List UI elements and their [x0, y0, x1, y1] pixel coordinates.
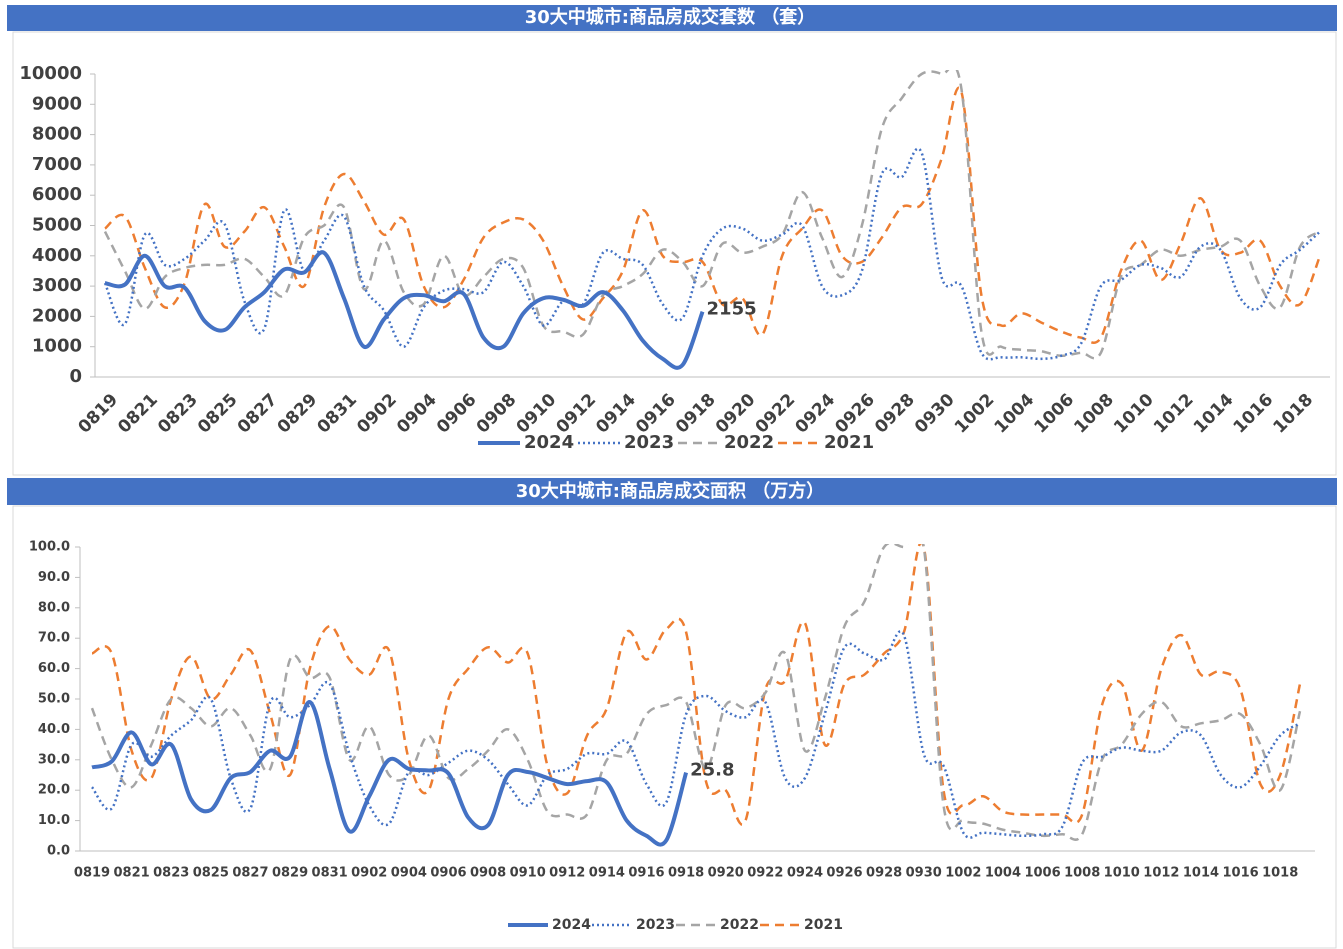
x-tick-label: 0908: [470, 866, 506, 881]
x-tick-label: 0930: [906, 866, 942, 881]
legend-label: 2024: [552, 917, 591, 933]
x-tick-label: 1010: [1104, 866, 1140, 881]
x-tick-label: 0819: [74, 866, 110, 881]
y-tick-label: 80.0: [38, 600, 70, 615]
x-tick-label: 0906: [430, 866, 466, 881]
y-tick-label: 1000: [32, 336, 82, 357]
y-tick-label: 8000: [32, 124, 82, 145]
x-tick-label: 1002: [945, 866, 981, 881]
y-tick-label: 4000: [32, 245, 82, 266]
y-tick-label: 0: [69, 366, 82, 387]
x-tick-label: 1012: [1143, 866, 1179, 881]
y-tick-label: 2000: [32, 305, 82, 326]
plot-area: [90, 544, 1302, 847]
x-tick-label: 1008: [1064, 866, 1100, 881]
series-line: [104, 86, 1322, 344]
x-tick-label: 0926: [826, 866, 862, 881]
chart-title: 30大中城市:商品房成交面积 （万方）: [516, 480, 825, 502]
legend-label: 2021: [804, 917, 843, 933]
y-tick-label: 100.0: [29, 540, 70, 555]
x-tick-label: 0922: [747, 866, 783, 881]
y-tick-label: 10.0: [38, 813, 70, 828]
y-tick-label: 70.0: [38, 631, 70, 646]
title-bar: [7, 5, 1337, 31]
y-tick-label: 6000: [32, 184, 82, 205]
x-tick-label: 0916: [628, 866, 664, 881]
x-tick-label: 0928: [866, 866, 902, 881]
x-tick-label: 1018: [1262, 866, 1298, 881]
x-tick-label: 0914: [589, 866, 625, 881]
x-tick-label: 1016: [1222, 866, 1258, 881]
plot-area: [103, 70, 1322, 370]
y-tick-label: 40.0: [38, 722, 70, 737]
x-tick-label: 0823: [153, 866, 189, 881]
x-tick-label: 0904: [391, 866, 427, 881]
x-tick-label: 0827: [232, 866, 268, 881]
y-tick-label: 10000: [19, 63, 82, 84]
x-tick-label: 0912: [549, 866, 585, 881]
y-tick-label: 5000: [32, 215, 82, 236]
x-tick-label: 0910: [510, 866, 546, 881]
x-tick-label: 0918: [668, 866, 704, 881]
x-tick-label: 0831: [312, 866, 348, 881]
x-tick-label: 0902: [351, 866, 387, 881]
x-tick-label: 0829: [272, 866, 308, 881]
legend-label: 2021: [824, 432, 874, 453]
series-line: [103, 147, 1321, 361]
x-tick-label: 1004: [985, 866, 1021, 881]
y-tick-label: 60.0: [38, 661, 70, 676]
series-line: [104, 250, 705, 370]
data-label: 25.8: [690, 760, 734, 781]
x-tick-label: 1014: [1183, 866, 1219, 881]
y-tick-label: 0.0: [47, 844, 70, 859]
panel: [12, 505, 1337, 949]
y-tick-label: 3000: [32, 275, 82, 296]
y-tick-label: 30.0: [38, 752, 70, 767]
series-line: [91, 700, 689, 847]
legend-label: 2022: [724, 432, 774, 453]
chart-title: 30大中城市:商品房成交套数 （套）: [525, 6, 816, 28]
legend-label: 2023: [636, 917, 675, 933]
x-tick-label: 0821: [114, 866, 150, 881]
y-tick-label: 50.0: [38, 692, 70, 707]
legend-label: 2023: [624, 432, 674, 453]
y-tick-label: 7000: [32, 154, 82, 175]
y-tick-label: 90.0: [38, 570, 70, 585]
title-bar: [7, 478, 1337, 505]
series-line: [90, 544, 1302, 841]
series-line: [90, 630, 1301, 839]
y-tick-label: 20.0: [38, 783, 70, 798]
x-tick-label: 0920: [708, 866, 744, 881]
series-line: [103, 70, 1321, 360]
x-tick-label: 1006: [1024, 866, 1060, 881]
data-label: 2155: [707, 299, 757, 320]
legend-label: 2022: [720, 917, 759, 933]
x-tick-label: 0924: [787, 866, 823, 881]
x-tick-label: 0825: [193, 866, 229, 881]
y-tick-label: 9000: [32, 93, 82, 114]
legend-label: 2024: [524, 432, 574, 453]
